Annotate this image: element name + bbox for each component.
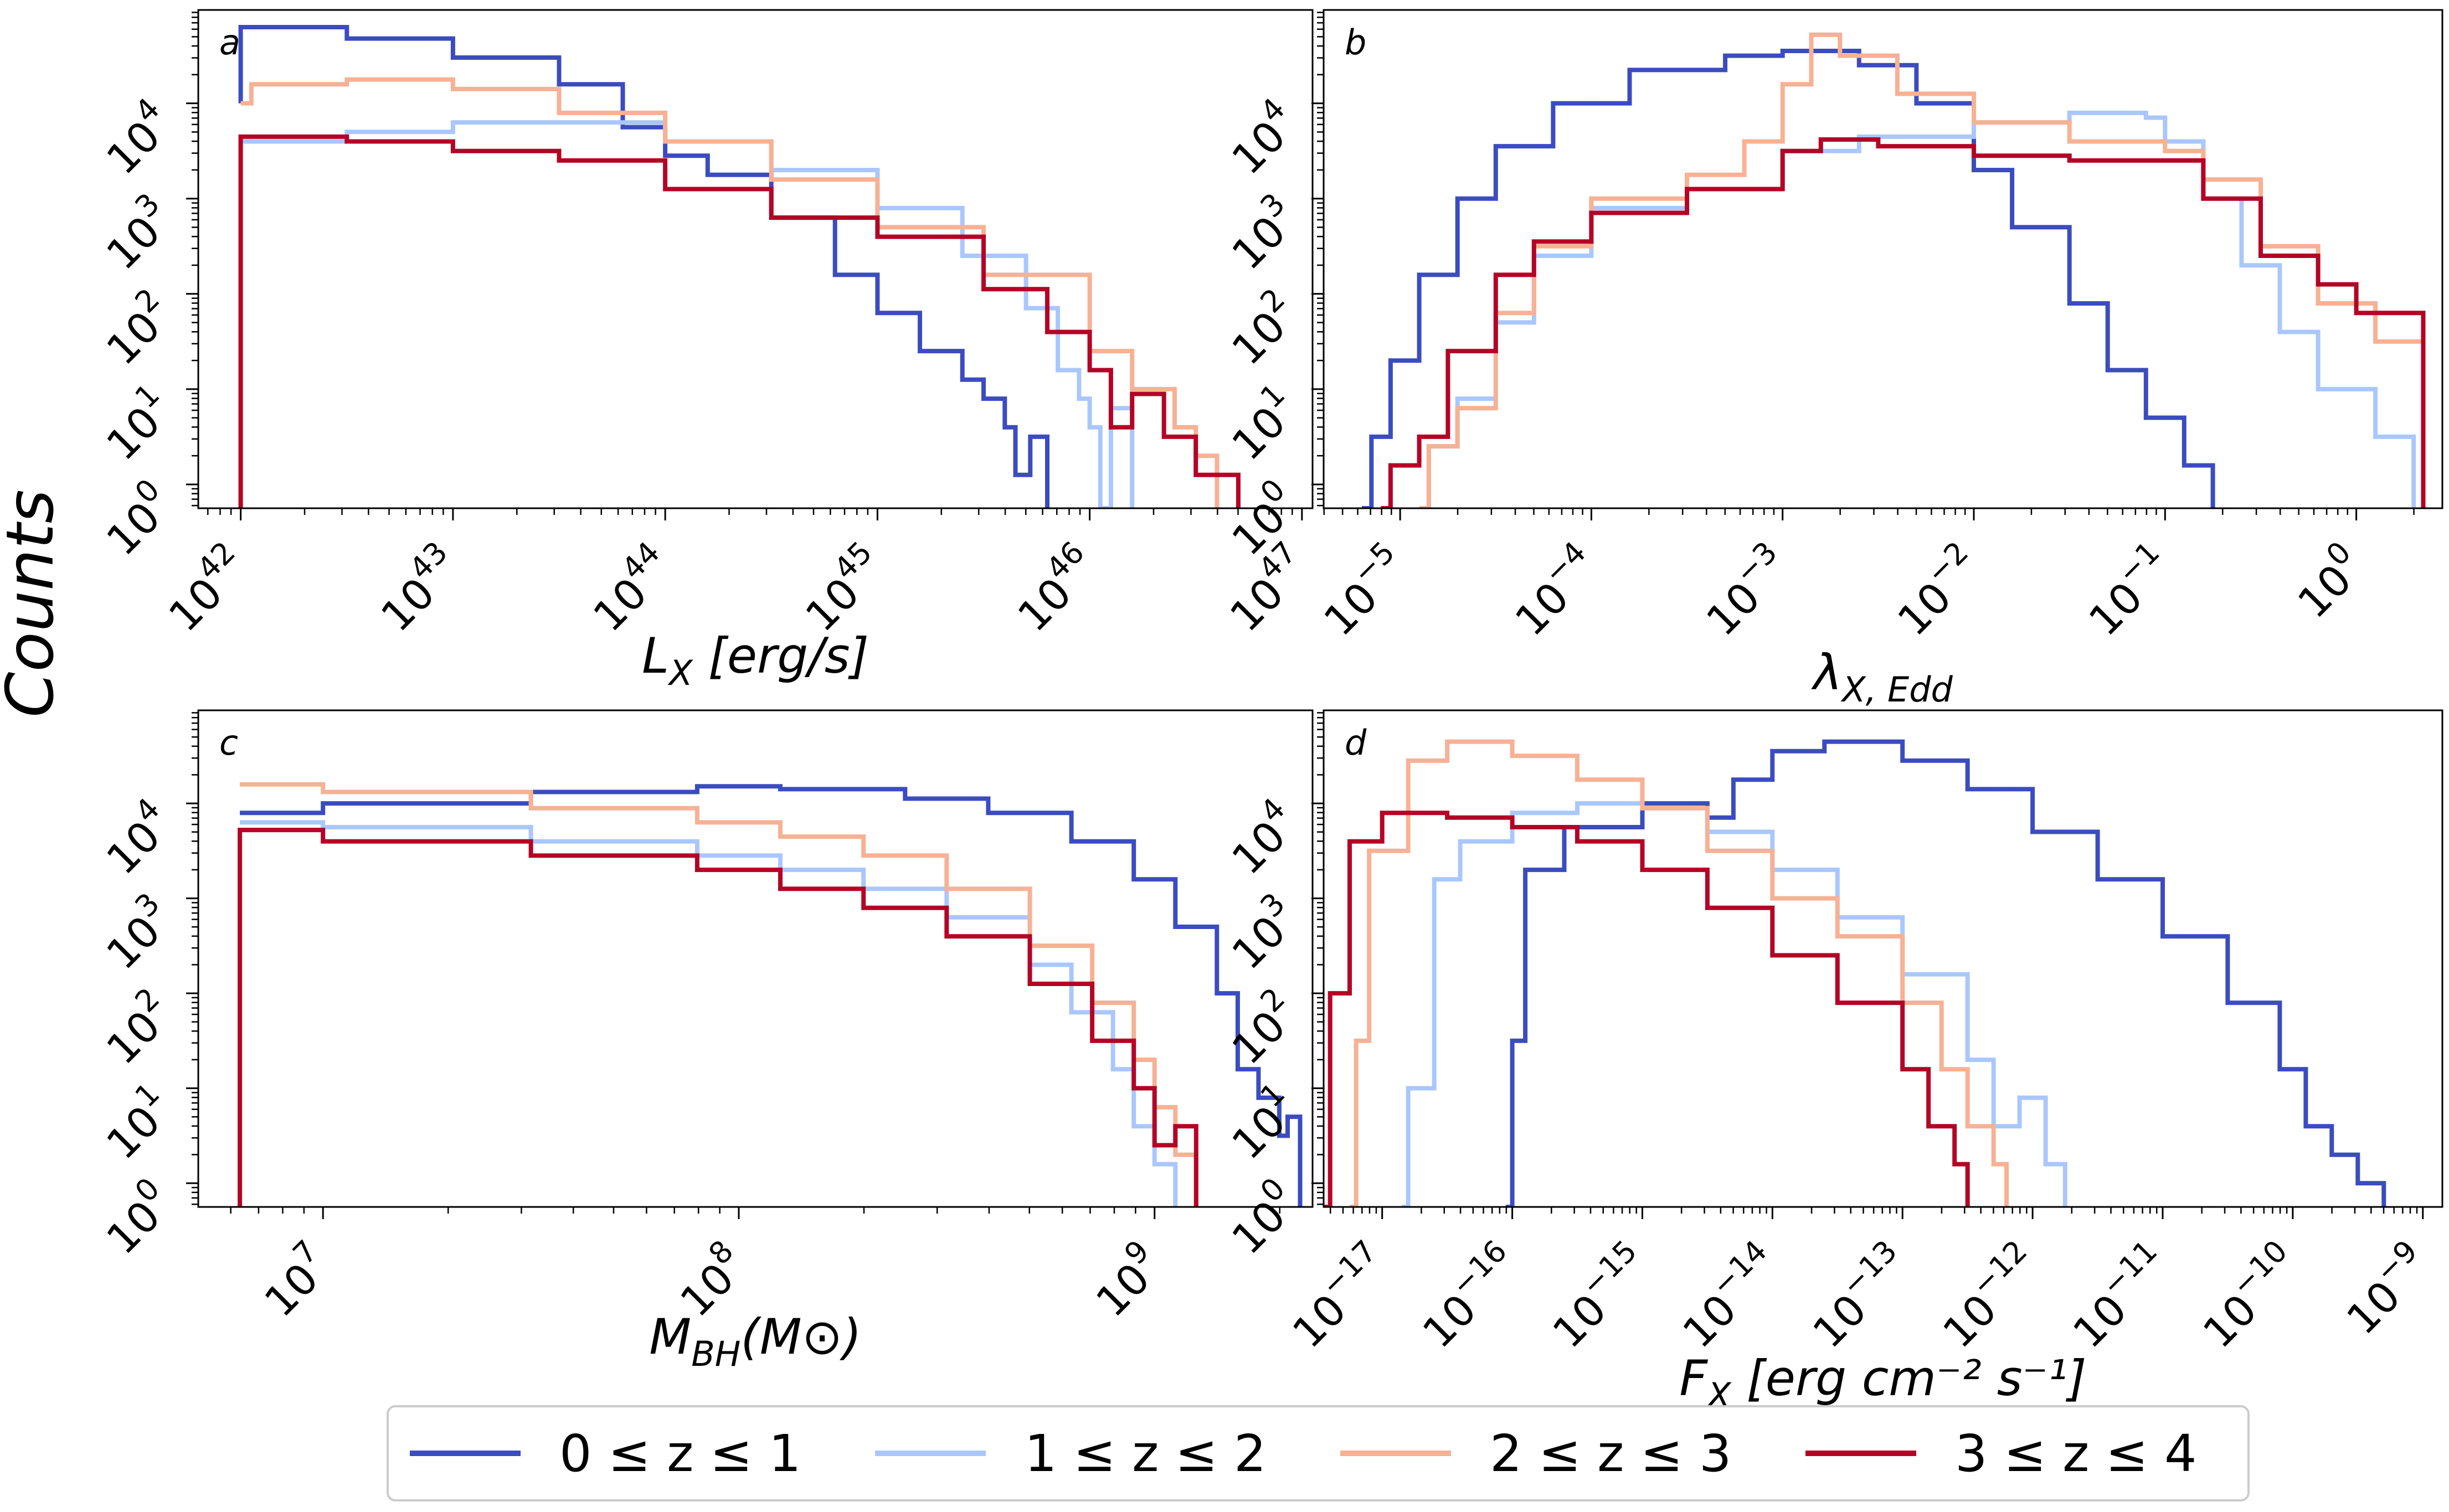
y-tick-label: 102 [1216,282,1309,375]
y-tick-label: 103 [90,187,183,280]
series-group [238,782,1303,1207]
y-tick-label: 102 [90,981,183,1074]
series-line-a-3 [240,77,1220,508]
x-tick-label: 10−15 [1536,1234,1660,1358]
x-tick-label: 1045 [789,535,896,641]
series-line-b-4 [1381,137,2426,508]
panel-label: b [1345,22,1366,63]
series-line-a-4 [238,134,1241,508]
x-axis-label: FX [erg cm⁻² s⁻¹] [1679,1350,2086,1416]
axes-frame [1323,709,2443,1208]
y-tick-label: 103 [90,886,183,979]
y-tick-label: 102 [90,282,183,375]
y-tick-label: 100 [90,472,183,565]
series-group [238,25,1241,508]
x-tick-label: 1044 [577,535,683,641]
x-tick-label: 109 [1080,1234,1173,1327]
series-line-d-3 [1350,739,2009,1207]
series-group [1362,32,2426,508]
y-tick-label: 104 [1216,91,1309,184]
y-tick-label: 104 [90,91,183,184]
x-tick-label: 10−3 [1690,535,1801,646]
y-tick-label: 103 [1216,187,1309,280]
y-tick-label: 101 [1216,377,1309,470]
y-tick-label: 101 [90,1076,183,1169]
series-line-c-4 [238,828,1198,1207]
x-tick-label: 10−12 [1927,1234,2051,1358]
x-axis-label: MBH(M⊙) [649,1308,861,1374]
legend-label: 1 ≤ z ≤ 2 [1025,1424,1267,1483]
y-tick-label: 104 [1216,791,1309,884]
series-group [1324,739,2386,1207]
x-tick-label: 10−17 [1276,1234,1400,1358]
series-line-c-3 [240,782,1198,1207]
y-tick-label: 101 [90,377,183,470]
series-line-a-2 [238,120,1135,508]
x-tick-label: 10−4 [1499,535,1610,646]
series-line-d-2 [1401,801,2067,1207]
panel-label: d [1345,723,1367,763]
x-tick-label: 1043 [365,535,471,641]
axes-frame [197,9,1314,509]
series-line-c-2 [240,820,1178,1207]
axes-frame [1323,9,2443,509]
panel-d: d 10−1710−1610−1510−1410−1310−1210−1110−1… [1216,709,2443,1416]
legend-label: 0 ≤ z ≤ 1 [559,1424,801,1483]
panel-label: a [219,22,240,63]
x-tick-label: 10−1 [2072,535,2183,646]
panel-a: a104210431044104510461047100101102103104… [90,9,1314,693]
axes-frame [197,709,1314,1208]
x-tick-label: 10−14 [1666,1234,1791,1358]
x-tick-label: 1046 [1001,535,1108,641]
series-line-a-1 [238,25,1049,508]
x-tick-label: 10−11 [2057,1234,2181,1358]
legend: 0 ≤ z ≤ 1 1 ≤ z ≤ 2 2 ≤ z ≤ 3 3 ≤ z ≤ 4 [387,1405,2250,1501]
legend-label: 2 ≤ z ≤ 3 [1490,1424,1732,1483]
y-tick-label: 104 [90,791,183,884]
x-tick-label: 1042 [152,535,259,641]
x-tick-label: 10−16 [1406,1234,1530,1358]
legend-box [387,1405,2250,1501]
x-tick-label: 10−10 [2187,1234,2311,1358]
legend-label: 3 ≤ z ≤ 4 [1955,1424,2197,1483]
x-tick-label: 10−13 [1797,1234,1921,1358]
series-line-d-4 [1324,811,1970,1207]
y-tick-label: 100 [90,1171,183,1264]
series-line-b-2 [1419,110,2416,508]
panel-label: c [219,723,238,763]
series-line-d-1 [1505,739,2386,1207]
x-tick-label: 10−2 [1881,535,1992,646]
x-axis-label: LX [erg/s] [642,627,869,693]
series-line-b-1 [1362,49,2215,508]
y-tick-label: 100 [1216,1171,1309,1264]
x-tick-label: 100 [2282,535,2375,628]
x-tick-label: 10−5 [1308,535,1418,646]
panel-b: b10−510−410−310−210−1 100100101102103104λ… [1216,9,2443,710]
y-tick-label: 101 [1216,1076,1309,1169]
series-line-b-3 [1419,32,2426,508]
x-tick-label: 107 [248,1234,341,1327]
x-tick-label: 10−9 [2330,1234,2441,1344]
y-tick-label: 103 [1216,886,1309,979]
x-axis-label: λX, Edd [1811,644,1953,710]
series-line-c-1 [240,784,1303,1207]
global-y-label: Counts [0,489,68,718]
